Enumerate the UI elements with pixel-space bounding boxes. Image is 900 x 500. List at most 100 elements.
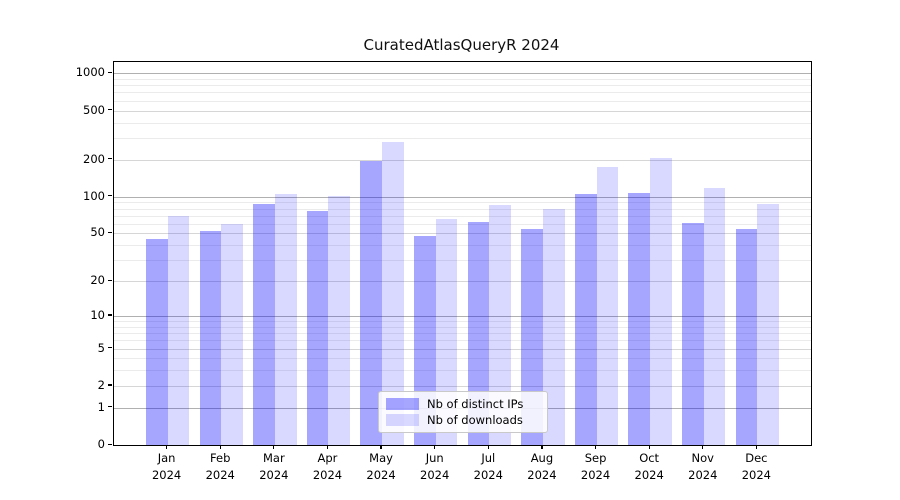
x-tick-month: Sep <box>584 451 607 465</box>
y-tick-mark-100 <box>108 195 112 197</box>
bar-oct-downloads <box>650 157 672 445</box>
gridline-100 <box>114 196 811 198</box>
x-tick-mark-mar <box>273 445 275 450</box>
x-tick-year: 2024 <box>741 467 772 482</box>
y-tick-mark-1 <box>108 406 112 408</box>
y-tick-label-2: 2 <box>97 377 105 392</box>
legend-item-distinct-ips: Nb of distinct IPs <box>386 397 539 411</box>
legend-item-downloads: Nb of downloads <box>386 413 539 427</box>
x-tick-year: 2024 <box>259 467 289 482</box>
x-tick-label-nov: Nov 2024 <box>673 450 733 483</box>
gridline-minor <box>114 358 811 360</box>
x-tick-month: Feb <box>210 451 231 465</box>
legend: Nb of distinct IPs Nb of downloads <box>378 391 548 433</box>
gridline-minor <box>114 321 811 323</box>
x-tick-mark-aug <box>541 445 543 450</box>
x-tick-month: May <box>369 451 393 465</box>
gridline-50 <box>114 233 811 235</box>
gridline-2 <box>114 385 811 387</box>
bar-apr-distinct-ips <box>306 210 329 445</box>
bar-may-distinct-ips <box>360 161 383 445</box>
gridline-10 <box>114 315 811 317</box>
gridline-minor <box>114 92 811 94</box>
gridline-minor <box>114 333 811 335</box>
x-tick-month: Apr <box>317 451 338 465</box>
bar-feb-downloads <box>221 223 243 445</box>
bar-jul-distinct-ips <box>467 222 490 445</box>
bar-apr-downloads <box>328 196 351 445</box>
x-tick-label-feb: Feb 2024 <box>190 450 250 483</box>
gridline-5 <box>114 348 811 350</box>
x-tick-mark-nov <box>702 445 704 450</box>
gridline-minor <box>114 260 811 262</box>
bar-jan-distinct-ips <box>145 239 168 445</box>
x-tick-label-may: May 2024 <box>351 450 411 483</box>
gridline-minor <box>114 78 811 80</box>
gridline-minor <box>114 137 811 139</box>
x-tick-label-jun: Jun 2024 <box>405 450 465 483</box>
gridline-500 <box>114 110 811 112</box>
x-tick-year: 2024 <box>527 467 557 482</box>
x-tick-year: 2024 <box>688 467 718 482</box>
gridline-minor <box>114 208 811 210</box>
gridline-minor <box>114 223 811 225</box>
bar-dec-downloads <box>757 204 780 445</box>
bar-oct-distinct-ips <box>628 193 651 445</box>
y-tick-mark-0 <box>108 443 112 445</box>
x-tick-year: 2024 <box>312 467 343 482</box>
x-tick-mark-jul <box>487 445 489 450</box>
legend-label-distinct-ips: Nb of distinct IPs <box>427 397 524 411</box>
x-tick-label-mar: Mar 2024 <box>244 450 304 483</box>
x-tick-month: Jun <box>425 451 444 465</box>
y-tick-label-1: 1 <box>97 399 105 414</box>
bar-feb-distinct-ips <box>199 231 222 445</box>
gridline-minor <box>114 85 811 87</box>
x-tick-label-jul: Jul 2024 <box>458 450 518 483</box>
x-tick-year: 2024 <box>151 467 182 482</box>
x-tick-mark-oct <box>648 445 650 450</box>
x-tick-month: Mar <box>262 451 285 465</box>
x-tick-month: Jan <box>157 451 176 465</box>
x-tick-month: Jul <box>481 451 496 465</box>
y-tick-mark-500 <box>108 109 112 111</box>
gridline-minor <box>114 202 811 204</box>
x-tick-year: 2024 <box>634 467 664 482</box>
x-tick-year: 2024 <box>366 467 396 482</box>
x-tick-month: Nov <box>691 451 714 465</box>
bar-mar-downloads <box>274 194 297 445</box>
y-tick-mark-5 <box>108 347 112 349</box>
bar-mar-distinct-ips <box>253 204 275 445</box>
gridline-minor <box>114 326 811 328</box>
x-tick-label-dec: Dec 2024 <box>726 450 786 483</box>
x-tick-label-jan: Jan 2024 <box>137 450 197 483</box>
y-tick-mark-200 <box>108 158 112 160</box>
y-tick-mark-50 <box>108 231 112 234</box>
x-tick-year: 2024 <box>473 467 503 482</box>
x-tick-label-sep: Sep 2024 <box>566 450 626 483</box>
legend-label-downloads: Nb of downloads <box>427 413 523 427</box>
x-tick-label-oct: Oct 2024 <box>619 450 679 483</box>
x-tick-mark-sep <box>594 445 597 450</box>
plot-area <box>113 61 812 446</box>
bar-sep-downloads <box>596 166 619 445</box>
x-tick-year: 2024 <box>205 467 235 482</box>
y-tick-label-50: 50 <box>90 225 105 240</box>
gridline-20 <box>114 281 811 283</box>
bar-nov-downloads <box>703 187 726 445</box>
bar-jan-downloads <box>167 215 190 445</box>
bar-sep-distinct-ips <box>574 194 597 445</box>
y-tick-label-0: 0 <box>97 437 105 451</box>
y-tick-mark-20 <box>108 279 112 281</box>
x-tick-mark-dec <box>755 445 757 450</box>
bar-nov-distinct-ips <box>682 222 704 445</box>
y-tick-label-10: 10 <box>90 307 105 322</box>
gridline-minor <box>114 100 811 102</box>
gridline-1000 <box>114 73 811 75</box>
x-tick-year: 2024 <box>580 467 611 482</box>
y-tick-mark-10 <box>108 314 112 316</box>
gridline-minor <box>114 122 811 124</box>
y-tick-label-20: 20 <box>90 273 105 288</box>
x-tick-year: 2024 <box>420 467 450 482</box>
gridline-minor <box>114 370 811 372</box>
